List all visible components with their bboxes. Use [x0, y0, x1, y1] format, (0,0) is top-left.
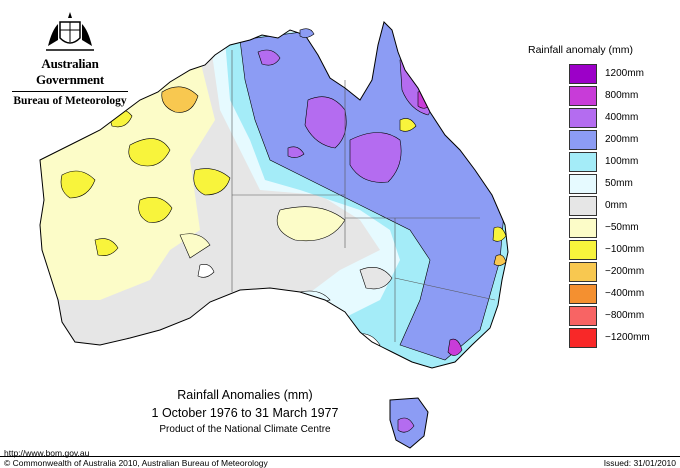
- legend-title: Rainfall anomaly (mm): [528, 44, 634, 56]
- issued-date: Issued: 31/01/2010: [603, 458, 676, 468]
- legend-label: 100mm: [605, 156, 639, 167]
- legend-swatch: [569, 108, 597, 128]
- government-branding: Australian Government Bureau of Meteorol…: [10, 10, 130, 107]
- legend-swatch: [569, 174, 597, 194]
- legend-swatch: [569, 130, 597, 150]
- legend-swatch: [569, 284, 597, 304]
- legend-label: 200mm: [605, 134, 639, 145]
- legend-swatch: [569, 328, 597, 348]
- legend-label: −800mm: [605, 310, 645, 321]
- legend-swatch: [569, 262, 597, 282]
- legend-label: 0mm: [605, 200, 628, 211]
- coat-of-arms-icon: [46, 12, 94, 51]
- legend-label: −400mm: [605, 288, 645, 299]
- legend-label: 400mm: [605, 112, 639, 123]
- legend-label: 50mm: [605, 178, 633, 189]
- legend-label: −200mm: [605, 266, 645, 277]
- legend-swatch: [569, 152, 597, 172]
- footer-divider: [0, 456, 680, 457]
- legend-label: 1200mm: [605, 68, 644, 79]
- legend-swatch: [569, 64, 597, 84]
- government-title: Australian Government: [35, 56, 105, 87]
- legend-swatch: [569, 240, 597, 260]
- legend-label: −1200mm: [605, 332, 650, 343]
- legend-label: 800mm: [605, 90, 639, 101]
- legend-label: −50mm: [605, 222, 639, 233]
- map-title: Rainfall Anomalies (mm): [177, 388, 313, 402]
- bureau-title: Bureau of Meteorology: [13, 95, 127, 107]
- legend-label: −100mm: [605, 244, 645, 255]
- legend-swatch: [569, 196, 597, 216]
- legend-swatch: [569, 306, 597, 326]
- legend-swatch: [569, 218, 597, 238]
- copyright-text: © Commonwealth of Australia 2010, Austra…: [4, 458, 268, 468]
- title-divider: [12, 91, 128, 92]
- map-credit: Product of the National Climate Centre: [159, 424, 331, 435]
- legend-swatch: [569, 86, 597, 106]
- bom-url: http://www.bom.gov.au: [4, 448, 90, 458]
- map-period: 1 October 1976 to 31 March 1977: [151, 406, 339, 420]
- state-borders: [231, 50, 496, 342]
